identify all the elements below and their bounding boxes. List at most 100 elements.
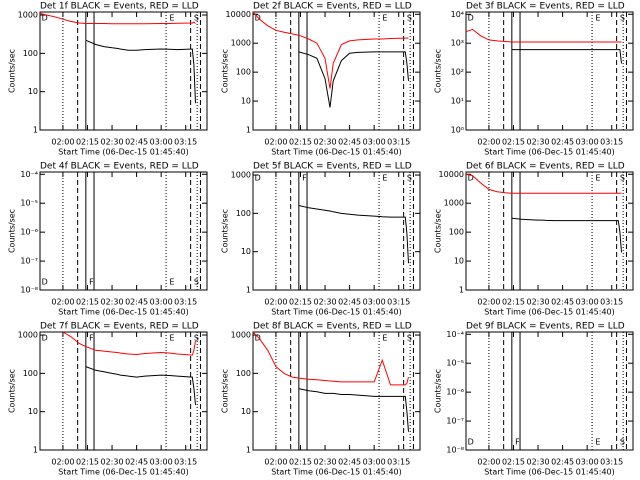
y-tick-label: 10 xyxy=(28,407,38,416)
event-marker: F xyxy=(515,438,520,447)
x-tick-label: 03:15 xyxy=(600,298,623,307)
event-marker: S xyxy=(620,14,625,23)
x-tick-label: 03:15 xyxy=(387,138,410,147)
event-marker: E xyxy=(169,14,174,23)
event-marker: S xyxy=(620,438,625,447)
x-tick-label: 03:00 xyxy=(363,138,386,147)
x-tick-label: 02:45 xyxy=(125,298,148,307)
event-marker: D xyxy=(468,174,474,183)
x-tick-label: 02:15 xyxy=(502,138,525,147)
y-tick-label: 1 xyxy=(246,286,251,295)
x-tick-label: 02:15 xyxy=(289,298,312,307)
y-tick-label: 100 xyxy=(236,369,251,378)
series-line xyxy=(298,205,409,264)
x-tick-label: 03:00 xyxy=(150,298,173,307)
panel-title: Det 6f BLACK = Events, RED = LLD xyxy=(466,162,625,172)
event-marker: F xyxy=(302,174,307,183)
x-tick-label: 03:00 xyxy=(150,138,173,147)
y-tick-label: 10⁻⁸ xyxy=(20,286,38,295)
y-tick-label: 100 xyxy=(23,49,38,58)
event-marker: E xyxy=(595,438,600,447)
event-marker: S xyxy=(407,334,412,343)
x-axis-label: Start Time (06-Dec-15 01:45:40) xyxy=(271,148,402,157)
y-tick-label: 10⁻⁵ xyxy=(20,199,38,208)
event-marker: S xyxy=(407,174,412,183)
panel-title: Det 5f BLACK = Events, RED = LLD xyxy=(253,162,412,172)
panel: Det 4f BLACK = Events, RED = LLD Counts/s… xyxy=(8,162,208,317)
series-line xyxy=(298,388,409,432)
x-tick-label: 02:45 xyxy=(125,138,148,147)
event-marker: D xyxy=(42,14,48,23)
x-tick-label: 03:15 xyxy=(387,458,410,467)
event-marker: S xyxy=(620,174,625,183)
y-tick-label: 10² xyxy=(451,68,464,77)
series-line xyxy=(511,217,622,253)
x-tick-label: 02:00 xyxy=(264,138,287,147)
event-marker: E xyxy=(169,278,174,287)
series-line xyxy=(465,28,622,43)
x-tick-label: 02:30 xyxy=(101,298,124,307)
series-line xyxy=(39,12,196,25)
y-tick-label: 10⁻⁵ xyxy=(446,359,464,368)
panel-title: Det 9f BLACK = Events, RED = LLD xyxy=(466,322,625,332)
y-tick-label: 10⁻⁶ xyxy=(446,388,464,397)
panel-title: Det 8f BLACK = Events, RED = LLD xyxy=(253,322,412,332)
y-tick-label: 1000 xyxy=(18,11,38,20)
y-tick-label: 10 xyxy=(241,407,251,416)
panel-title: Det 1f BLACK = Events, RED = LLD xyxy=(40,2,199,12)
x-axis-label: Start Time (06-Dec-15 01:45:40) xyxy=(484,148,615,157)
panel-title: Det 2f BLACK = Events, RED = LLD xyxy=(253,2,412,12)
x-axis-label: Start Time (06-Dec-15 01:45:40) xyxy=(484,308,615,317)
x-axis-label: Start Time (06-Dec-15 01:45:40) xyxy=(271,468,402,477)
x-tick-label: 03:15 xyxy=(174,458,197,467)
y-tick-label: 10⁰ xyxy=(451,126,464,135)
x-tick-label: 03:15 xyxy=(174,298,197,307)
panel-title: Det 4f BLACK = Events, RED = LLD xyxy=(40,162,199,172)
x-tick-label: 02:15 xyxy=(76,298,99,307)
y-axis-label: Counts/sec xyxy=(8,49,17,93)
x-tick-label: 02:00 xyxy=(51,458,74,467)
series-line xyxy=(62,331,196,356)
event-marker: D xyxy=(468,438,474,447)
x-tick-label: 02:45 xyxy=(551,138,574,147)
event-marker: E xyxy=(382,14,387,23)
y-tick-label: 100 xyxy=(23,369,38,378)
y-tick-label: 1 xyxy=(246,446,251,455)
panel: Det 5f BLACK = Events, RED = LLD Counts/s… xyxy=(221,162,421,317)
event-marker: D xyxy=(42,334,48,343)
x-tick-label: 02:00 xyxy=(264,298,287,307)
plot-frame xyxy=(252,171,421,291)
y-axis-label: Counts/sec xyxy=(8,369,17,413)
y-tick-label: 10 xyxy=(454,257,464,266)
y-tick-label: 10 xyxy=(28,87,38,96)
x-tick-label: 02:15 xyxy=(502,298,525,307)
y-tick-label: 10 xyxy=(241,247,251,256)
panel: Det 6f BLACK = Events, RED = LLD Counts/s… xyxy=(434,162,634,317)
panel: Det 1f BLACK = Events, RED = LLD Counts/s… xyxy=(8,2,208,157)
x-tick-label: 02:00 xyxy=(477,458,500,467)
x-tick-label: 02:15 xyxy=(76,458,99,467)
y-tick-label: 1 xyxy=(33,446,38,455)
y-tick-label: 1000 xyxy=(231,331,251,340)
x-tick-label: 03:00 xyxy=(576,458,599,467)
panel: Det 3f BLACK = Events, RED = LLD Counts/s… xyxy=(434,2,634,157)
event-marker: D xyxy=(255,174,261,183)
y-axis-label: Counts/sec xyxy=(8,209,17,253)
panel: Det 7f BLACK = Events, RED = LLD Counts/s… xyxy=(8,322,208,477)
x-tick-label: 02:30 xyxy=(314,138,337,147)
x-tick-label: 02:30 xyxy=(314,458,337,467)
x-tick-label: 02:15 xyxy=(502,458,525,467)
event-marker: S xyxy=(194,278,199,287)
y-tick-label: 1 xyxy=(33,126,38,135)
event-marker: D xyxy=(42,278,48,287)
y-tick-label: 1 xyxy=(459,286,464,295)
series-line xyxy=(252,331,409,386)
panel: Det 8f BLACK = Events, RED = LLD Counts/s… xyxy=(221,322,421,477)
event-marker: F xyxy=(89,278,94,287)
y-tick-label: 10¹ xyxy=(451,97,464,106)
event-marker: D xyxy=(255,334,261,343)
series-line xyxy=(298,51,409,108)
y-tick-label: 10000 xyxy=(226,10,251,19)
y-tick-label: 10³ xyxy=(451,39,464,48)
